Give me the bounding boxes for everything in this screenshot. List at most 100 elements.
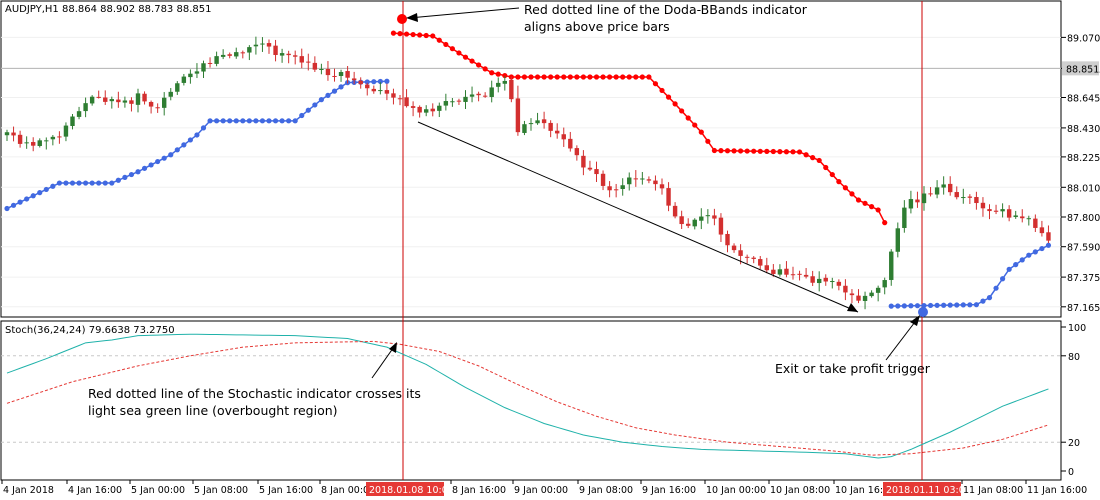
lower-band-dotted-line — [4, 78, 1052, 309]
bull-candle — [941, 184, 946, 188]
lower-band-point — [993, 285, 999, 291]
stochastic-lines — [6, 333, 1049, 459]
stoch-annotation-line2: light sea green line (overbought region) — [88, 403, 338, 418]
stoch-header: Stoch(36,24,24) 79.6638 73.2750 — [5, 325, 175, 336]
bull-candle — [640, 178, 645, 180]
lower-band-point — [286, 118, 292, 124]
upper-band-point — [482, 66, 488, 72]
bull-candle — [830, 281, 835, 283]
bear-candle — [803, 274, 809, 277]
stoch-axis: 100 80 20 0 — [1061, 323, 1086, 478]
lower-band-point — [10, 202, 17, 208]
upper-band-point — [803, 152, 809, 158]
lower-band-point — [312, 102, 318, 108]
bull-candle — [875, 287, 881, 293]
lower-band-point — [128, 171, 135, 178]
bear-candle — [751, 257, 756, 259]
lower-band-point — [1013, 262, 1019, 268]
lower-band-point — [1032, 249, 1038, 255]
time-tick-label: 10 Jan 08:00 — [770, 485, 830, 496]
price-tick-label: 88.430 — [1067, 124, 1100, 135]
bear-candle — [771, 269, 776, 274]
lower-band-point — [934, 302, 940, 308]
current-price-tag — [1062, 61, 1099, 76]
upper-band-point — [423, 32, 429, 39]
bull-candle — [201, 63, 206, 72]
lower-band-point — [259, 118, 266, 124]
lower-band-point — [941, 302, 947, 308]
bear-candle — [810, 276, 815, 283]
lower-band-point — [253, 118, 259, 124]
stoch-panel[interactable] — [0, 320, 1062, 481]
bear-candle — [613, 189, 619, 191]
stoch-signal-line — [6, 340, 1049, 456]
time-tick-label: 4 Jan 2018 — [3, 485, 54, 496]
bear-candle — [600, 173, 606, 186]
lower-band-point — [384, 78, 390, 84]
bbands-note-arrowhead — [406, 13, 418, 22]
lower-band-point — [1026, 252, 1032, 258]
bear-candle — [410, 106, 416, 108]
upper-band-point — [646, 74, 652, 80]
upper-band-point — [443, 41, 449, 48]
price-tick-label: 87.800 — [1067, 213, 1100, 224]
lower-band-point — [161, 155, 167, 161]
upper-band-point — [777, 149, 783, 155]
bull-candle — [627, 177, 632, 185]
bull-candle — [705, 215, 711, 217]
price-panel[interactable] — [0, 0, 1062, 318]
chart-header: AUDJPY,H1 88.864 88.902 88.783 88.851 — [5, 4, 211, 15]
bull-candle — [895, 228, 900, 252]
bull-candle — [489, 87, 494, 97]
upper-band-point — [770, 148, 776, 155]
stoch-note-arrowhead — [389, 342, 397, 353]
bull-candle — [961, 197, 966, 199]
bear-candle — [843, 285, 848, 293]
bear-candle — [240, 52, 245, 54]
upper-band-point — [869, 204, 875, 210]
bull-candle — [908, 199, 914, 209]
price-tick-label: 88.225 — [1067, 153, 1100, 164]
time-tick-label: 4 Jan 16:00 — [68, 485, 122, 496]
lower-band-point — [76, 180, 82, 186]
upper-band-dotted-line — [390, 30, 888, 226]
lower-band-point — [1006, 266, 1012, 272]
bear-candle — [980, 202, 986, 209]
upper-band-point — [764, 148, 770, 154]
bear-candle — [672, 205, 678, 217]
price-gridlines — [1, 36, 1061, 308]
upper-band-point — [456, 50, 462, 56]
lower-band-point — [272, 118, 279, 124]
upper-band-point — [836, 179, 842, 185]
bear-candle — [548, 122, 553, 131]
bull-candle — [50, 136, 56, 140]
lower-band-point — [246, 118, 252, 124]
lower-band-point — [4, 205, 10, 212]
upper-band-point — [561, 74, 567, 80]
lower-band-point — [266, 118, 272, 124]
lower-band-point — [194, 132, 200, 138]
upper-band-point — [403, 31, 410, 37]
lower-band-point — [207, 118, 213, 124]
upper-band-point — [449, 46, 455, 52]
upper-band-point — [534, 74, 541, 80]
upper-band-point — [613, 74, 619, 80]
upper-band-point — [796, 149, 803, 155]
bear-candle — [371, 88, 376, 92]
upper-band-point — [659, 87, 665, 94]
lower-band-point — [967, 302, 973, 308]
bull-candle — [44, 140, 49, 142]
bear-candle — [541, 119, 547, 124]
price-tick-label: 89.070 — [1067, 33, 1100, 44]
upper-band-point — [410, 31, 416, 38]
lower-band-point — [318, 97, 324, 103]
lower-band-point — [895, 303, 901, 309]
bull-candle — [869, 292, 874, 297]
bear-candle — [103, 97, 108, 102]
lower-band-point — [364, 79, 370, 85]
bear-candle — [286, 53, 291, 56]
lower-band-point — [927, 302, 934, 309]
bear-candle — [764, 265, 769, 271]
bear-candle — [345, 71, 350, 78]
upper-band-point — [639, 74, 645, 80]
